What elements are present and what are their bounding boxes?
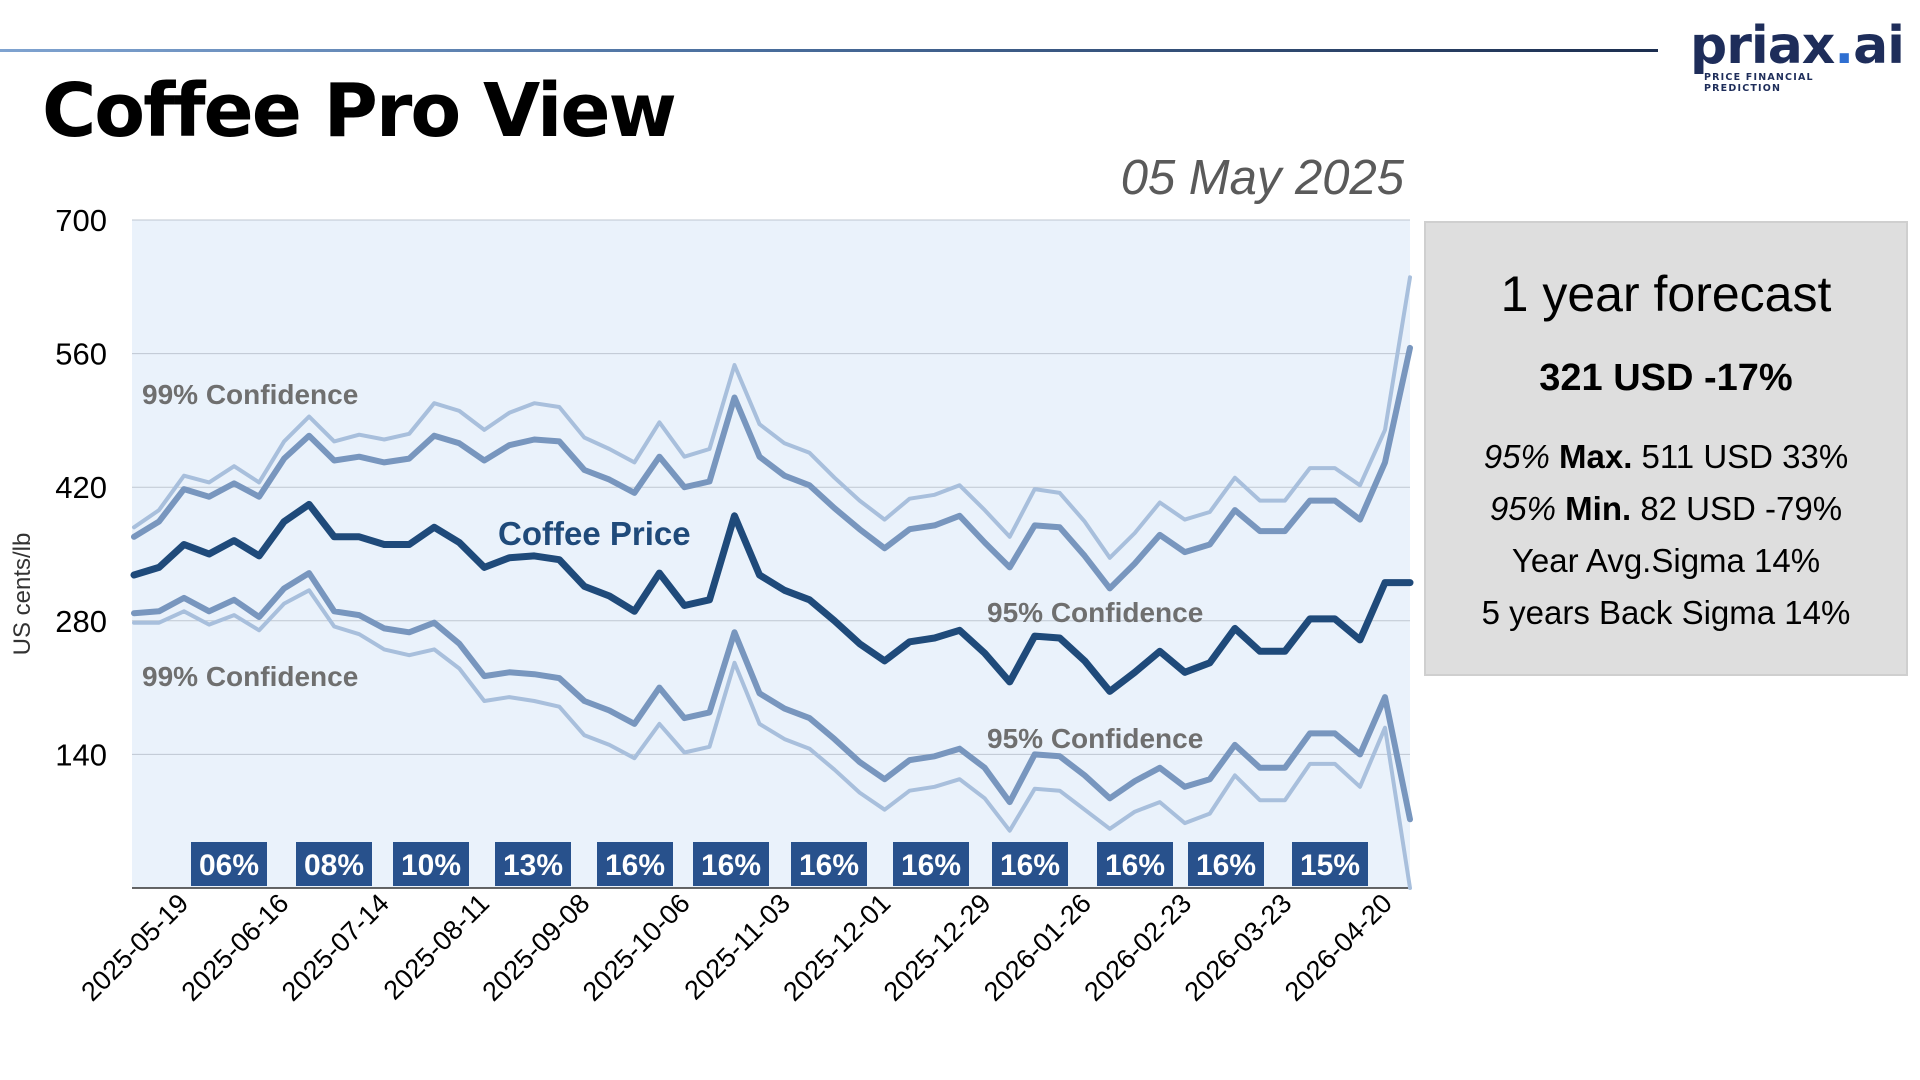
sigma-badge <box>1292 842 1368 886</box>
x-tick-label: 2025-06-16 <box>176 888 295 1007</box>
forecast-min-value: 82 USD -79% <box>1640 490 1843 527</box>
forecast-min-prefix: 95% <box>1489 490 1556 527</box>
x-tick-label: 2026-01-26 <box>978 888 1097 1007</box>
sigma-badge <box>992 842 1068 886</box>
x-tick-label: 2025-05-19 <box>75 888 194 1007</box>
label-upper-99: 99% Confidence <box>142 379 358 410</box>
label-lower-99: 99% Confidence <box>142 661 358 692</box>
sigma-badge <box>393 842 469 886</box>
sigma-badge-label: 10% <box>401 849 461 882</box>
forecast-max-label: Max. <box>1559 438 1633 475</box>
logo-tagline: PRICE FINANCIAL PREDICTION <box>1704 72 1814 94</box>
sigma-badge-label: 13% <box>503 849 563 882</box>
label-lower-95: 95% Confidence <box>987 723 1203 754</box>
sigma-badge <box>791 842 867 886</box>
series-lower95 <box>131 570 1413 823</box>
sigma-badge <box>495 842 571 886</box>
forecast-min-label: Min. <box>1565 490 1632 527</box>
label-coffee-price: Coffee Price <box>498 515 691 552</box>
series-lower99 <box>132 588 1412 890</box>
series-price <box>130 500 1414 695</box>
forecast-panel: 1 year forecast 321 USD -17% 95% Max. 51… <box>1424 221 1908 676</box>
x-tick-label: 2026-03-23 <box>1179 888 1298 1007</box>
x-tick-label: 2025-09-08 <box>477 888 596 1007</box>
x-tick-label: 2026-02-23 <box>1078 888 1197 1007</box>
sigma-badge-label: 16% <box>605 849 665 882</box>
logo-text-ai: ai <box>1853 16 1905 76</box>
forecast-back-sigma: 5 years Back Sigma 14% <box>1481 594 1851 631</box>
sigma-badge-label: 16% <box>1000 849 1060 882</box>
x-tick-label: 2025-12-01 <box>777 888 896 1007</box>
sigma-badge-label: 06% <box>199 849 259 882</box>
x-tick-label: 2025-07-14 <box>276 888 395 1007</box>
price-chart: 140 280 420 560 700 US cents/lb 99% Confidence… <box>9 203 1414 1007</box>
x-tick-label: 2025-10-06 <box>577 888 696 1007</box>
y-tick-label: 140 <box>55 737 107 772</box>
y-tick-label: 700 <box>55 203 107 238</box>
y-tick-label: 280 <box>55 604 107 639</box>
label-upper-95: 95% Confidence <box>987 597 1203 628</box>
sigma-badge-label: 16% <box>901 849 961 882</box>
forecast-max: 95% Max. 511 USD 33% <box>1426 438 1906 476</box>
header-rule <box>0 49 1658 52</box>
x-tick-label: 2025-12-29 <box>878 888 997 1007</box>
sigma-badge <box>1097 842 1173 886</box>
forecast-min: 95% Min. 82 USD -79% <box>1426 490 1906 528</box>
series-upper95 <box>131 344 1413 592</box>
x-tick-label: 2026-04-20 <box>1279 888 1398 1007</box>
report-date: 05 May 2025 <box>1120 151 1404 205</box>
sigma-badge-label: 15% <box>1300 849 1360 882</box>
sigma-badge-label: 16% <box>1196 849 1256 882</box>
forecast-max-value: 511 USD 33% <box>1641 438 1849 475</box>
sigma-badge <box>296 842 372 886</box>
priax-logo: priax.ai PRICE FINANCIAL PREDICTION <box>1690 16 1905 94</box>
sigma-badge-label: 16% <box>1105 849 1165 882</box>
sigma-badge-label: 16% <box>799 849 859 882</box>
y-tick-label: 420 <box>55 470 107 505</box>
page-title: Coffee Pro View <box>42 68 677 154</box>
forecast-title: 1 year forecast <box>1500 266 1832 322</box>
sigma-badge <box>1188 842 1264 886</box>
forecast-main-value: 321 USD -17% <box>1539 357 1793 399</box>
sigma-badge-label: 16% <box>701 849 761 882</box>
series-upper99 <box>132 275 1412 560</box>
forecast-max-prefix: 95% <box>1483 438 1550 475</box>
sigma-badge-label: 08% <box>304 849 364 882</box>
sigma-badge <box>693 842 769 886</box>
sigma-badge <box>191 842 267 886</box>
sigma-badge <box>597 842 673 886</box>
logo-dot: . <box>1834 16 1854 76</box>
forecast-year-sigma: Year Avg.Sigma 14% <box>1511 542 1821 579</box>
y-tick-label: 560 <box>55 337 107 372</box>
sigma-badge <box>893 842 969 886</box>
logo-text: priax <box>1690 16 1835 76</box>
plot-area <box>132 220 1410 888</box>
y-axis-label: US cents/lb <box>9 533 36 656</box>
